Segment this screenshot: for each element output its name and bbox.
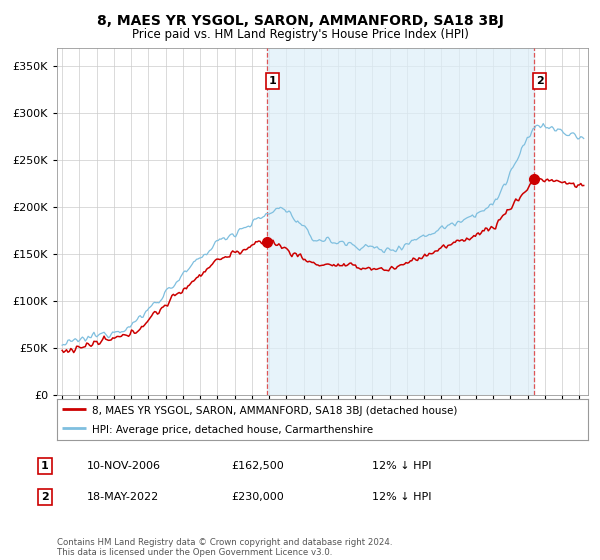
Text: 1: 1 (41, 461, 49, 471)
Text: 1: 1 (269, 76, 276, 86)
Text: 2: 2 (41, 492, 49, 502)
Text: £162,500: £162,500 (231, 461, 284, 471)
Text: 2: 2 (536, 76, 544, 86)
Text: 18-MAY-2022: 18-MAY-2022 (87, 492, 159, 502)
Text: 8, MAES YR YSGOL, SARON, AMMANFORD, SA18 3BJ: 8, MAES YR YSGOL, SARON, AMMANFORD, SA18… (97, 14, 503, 28)
Text: 12% ↓ HPI: 12% ↓ HPI (372, 492, 431, 502)
Bar (267, 48, 534, 395)
Text: £230,000: £230,000 (231, 492, 284, 502)
Text: HPI: Average price, detached house, Carmarthenshire: HPI: Average price, detached house, Carm… (92, 424, 373, 435)
Text: 12% ↓ HPI: 12% ↓ HPI (372, 461, 431, 471)
Text: Price paid vs. HM Land Registry's House Price Index (HPI): Price paid vs. HM Land Registry's House … (131, 28, 469, 41)
Text: 10-NOV-2006: 10-NOV-2006 (87, 461, 161, 471)
Text: Contains HM Land Registry data © Crown copyright and database right 2024.
This d: Contains HM Land Registry data © Crown c… (57, 538, 392, 557)
Text: 8, MAES YR YSGOL, SARON, AMMANFORD, SA18 3BJ (detached house): 8, MAES YR YSGOL, SARON, AMMANFORD, SA18… (92, 405, 457, 416)
